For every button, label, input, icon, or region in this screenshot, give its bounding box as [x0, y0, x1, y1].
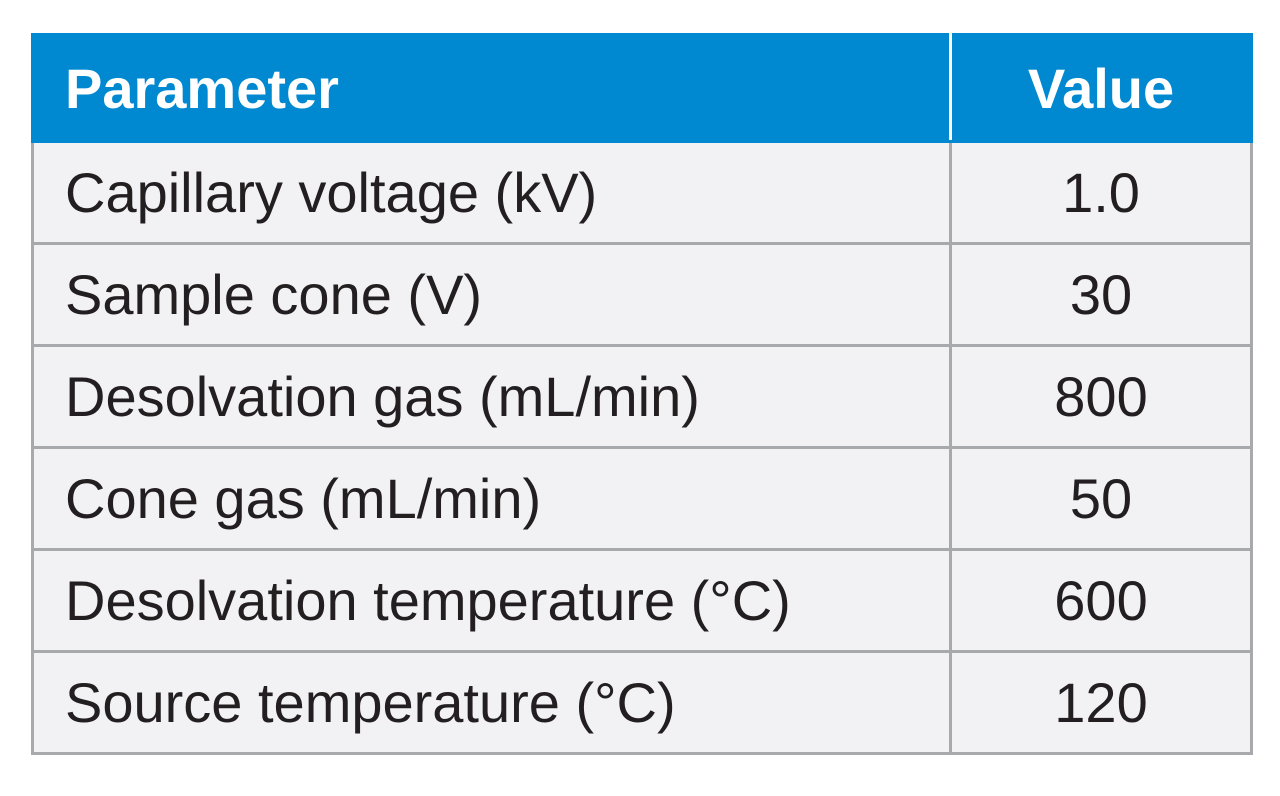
header-parameter: Parameter	[31, 33, 952, 143]
parameters-table: Parameter Value Capillary voltage (kV) 1…	[31, 33, 1253, 755]
table-row: Source temperature (°C) 120	[31, 650, 1253, 755]
table-body: Capillary voltage (kV) 1.0 Sample cone (…	[31, 140, 1253, 755]
parameter-cell: Desolvation gas (mL/min)	[31, 344, 952, 449]
parameter-cell: Cone gas (mL/min)	[31, 446, 952, 551]
table-row: Capillary voltage (kV) 1.0	[31, 140, 1253, 245]
parameter-cell: Desolvation temperature (°C)	[31, 548, 952, 653]
table-row: Desolvation gas (mL/min) 800	[31, 344, 1253, 449]
value-cell: 800	[949, 344, 1253, 449]
header-row: Parameter Value	[31, 33, 1253, 143]
table-header: Parameter Value	[31, 33, 1253, 143]
value-cell: 1.0	[949, 140, 1253, 245]
parameter-cell: Capillary voltage (kV)	[31, 140, 952, 245]
header-value: Value	[949, 33, 1253, 143]
parameter-cell: Sample cone (V)	[31, 242, 952, 347]
parameter-cell: Source temperature (°C)	[31, 650, 952, 755]
value-cell: 30	[949, 242, 1253, 347]
table-row: Cone gas (mL/min) 50	[31, 446, 1253, 551]
value-cell: 600	[949, 548, 1253, 653]
table-row: Sample cone (V) 30	[31, 242, 1253, 347]
value-cell: 50	[949, 446, 1253, 551]
value-cell: 120	[949, 650, 1253, 755]
table-row: Desolvation temperature (°C) 600	[31, 548, 1253, 653]
